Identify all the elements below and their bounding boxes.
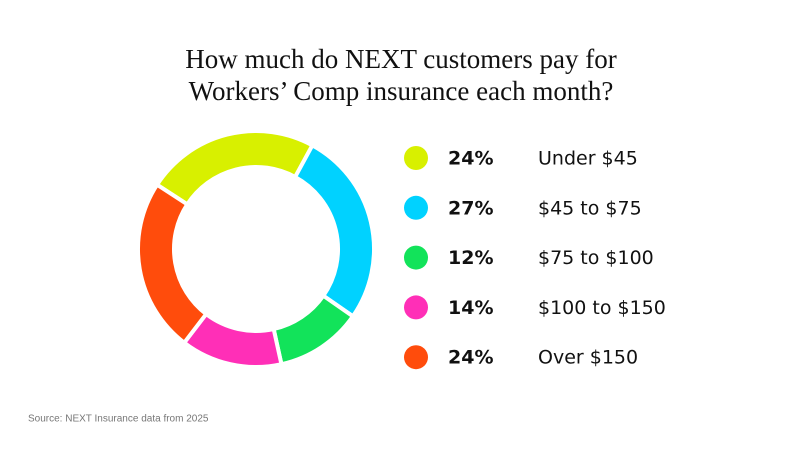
donut-segment [292, 142, 376, 320]
donut-segment [154, 129, 316, 208]
legend-label: $100 to $150 [538, 297, 666, 319]
legend-label: $75 to $100 [538, 247, 654, 269]
value-label: 27% [448, 197, 493, 219]
chart-title: Workers’ Comp insurance each month? [189, 76, 614, 106]
legend-swatch [404, 245, 428, 270]
value-label: 14% [448, 297, 493, 319]
legend-label: Over $150 [538, 347, 638, 369]
source-note: Source: NEXT Insurance data from 2025 [28, 414, 209, 425]
legend-swatch [404, 195, 428, 220]
value-label: 24% [448, 347, 493, 369]
legend-swatch [404, 146, 428, 170]
legend-swatch [404, 295, 428, 320]
chart-title: How much do NEXT customers pay for [185, 44, 616, 74]
value-label: 24% [448, 148, 493, 170]
legend-label: $45 to $75 [538, 197, 642, 219]
donut-segment [271, 292, 356, 367]
donut-segment [136, 181, 209, 346]
value-label: 12% [448, 247, 493, 269]
legend-swatch [404, 345, 428, 370]
legend-label: Under $45 [538, 148, 638, 170]
